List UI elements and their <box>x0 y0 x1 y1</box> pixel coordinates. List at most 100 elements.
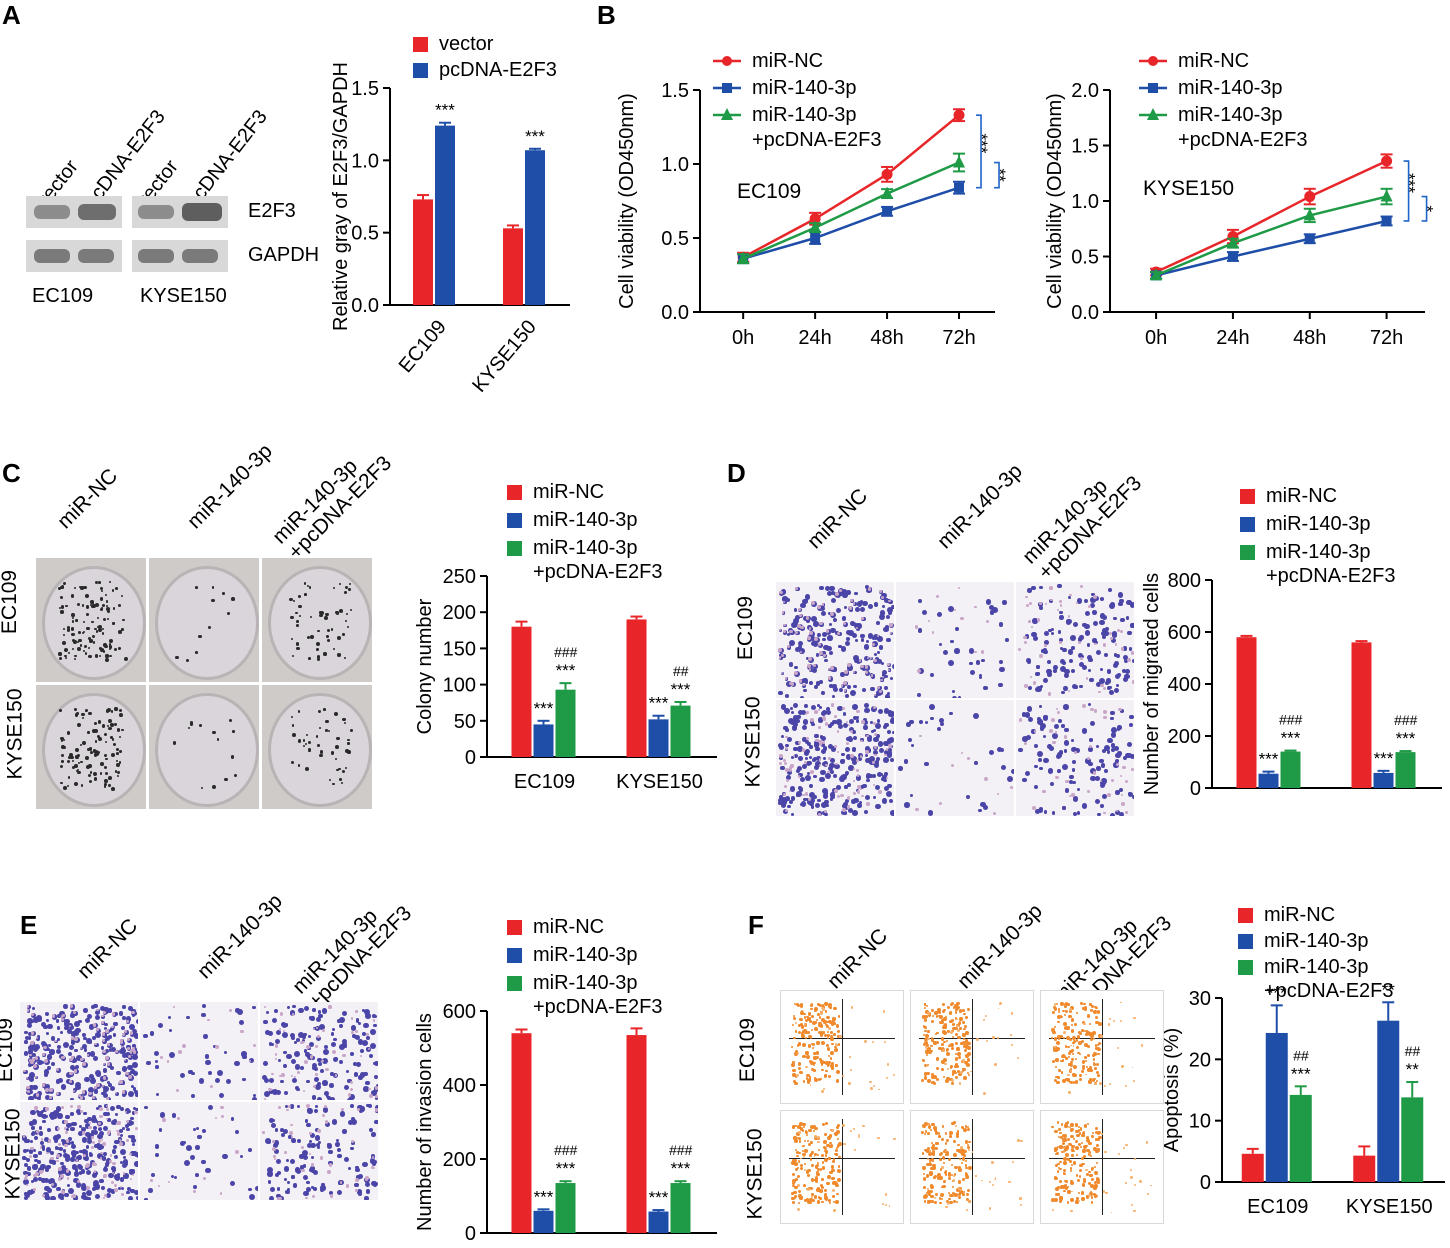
col-label: miR-140-3p +pcDNA-E2F3 <box>268 437 396 564</box>
data-point <box>953 155 966 168</box>
series-line <box>1155 219 1387 277</box>
bar <box>1351 642 1372 788</box>
row-label: KYSE150 <box>742 696 766 787</box>
micrograph <box>910 990 1034 1104</box>
micrograph <box>780 1110 904 1224</box>
significance-label: * <box>1418 205 1437 212</box>
x-tick-label: 72h <box>942 327 975 349</box>
panel-label-d: D <box>727 458 746 489</box>
legend-marker <box>1148 56 1158 66</box>
y-tick-label: 400 <box>1168 674 1201 696</box>
y-tick-label: 1.5 <box>1071 136 1099 158</box>
y-tick-label: 100 <box>443 675 476 697</box>
panel-label-a: A <box>2 0 21 31</box>
legend-label: miR-NC <box>1266 485 1337 507</box>
x-tick-label: KYSE150 <box>1346 1196 1433 1218</box>
data-point <box>810 233 821 243</box>
bar <box>555 689 576 757</box>
data-point <box>1381 155 1393 167</box>
legend-swatch <box>413 63 428 78</box>
legend-swatch <box>1238 960 1253 975</box>
micrograph <box>776 582 894 698</box>
legend-label: miR-NC <box>1178 50 1249 72</box>
migration-image-grid: miR-NC miR-140-3p miR-140-3p +pcDNA-E2F3… <box>734 430 1146 816</box>
significance-label-hash: ### <box>1394 712 1418 728</box>
y-tick-label: 150 <box>443 638 476 660</box>
legend-swatch <box>507 541 522 556</box>
row-label: KYSE150 <box>744 1128 768 1219</box>
y-tick-label: 0.0 <box>351 295 379 317</box>
data-point <box>1304 233 1315 244</box>
data-point <box>809 220 822 233</box>
x-tick-label: 48h <box>870 327 903 349</box>
band-label-e2f3: E2F3 <box>248 200 296 223</box>
micrograph <box>262 685 372 809</box>
micrograph <box>36 685 146 809</box>
legend-label: miR-140-3p <box>1264 930 1368 952</box>
y-tick-label: 30 <box>1189 988 1211 1010</box>
y-axis-label: Cell viability (OD450nm) <box>1044 93 1066 309</box>
legend-marker <box>1147 108 1159 120</box>
y-tick-label: 1.0 <box>661 154 689 176</box>
blot-e2f3-right <box>132 196 228 228</box>
col-label: miR-140-3p <box>183 439 278 534</box>
micrograph <box>776 700 894 816</box>
micrograph <box>260 1102 378 1200</box>
y-tick-label: 1.0 <box>1071 191 1099 213</box>
micrograph <box>1016 700 1134 816</box>
bar <box>626 1035 647 1233</box>
col-label: miR-140-3p +pcDNA-E2F3 <box>1018 457 1146 584</box>
bar <box>1395 752 1416 788</box>
legend-swatch <box>1238 934 1253 949</box>
data-point <box>881 168 893 180</box>
bar <box>1401 1097 1424 1182</box>
x-tick-label: 24h <box>798 327 831 349</box>
legend-swatch <box>507 948 522 963</box>
significance-label: *** <box>671 680 691 699</box>
col-label: miR-NC <box>73 914 143 984</box>
bar <box>1377 1020 1400 1182</box>
bar <box>670 705 691 757</box>
y-tick-label: 200 <box>443 602 476 624</box>
legend-marker <box>722 56 732 66</box>
y-tick-label: 250 <box>443 566 476 588</box>
x-tick-label: KYSE150 <box>468 316 541 397</box>
y-tick-label: 0.5 <box>661 228 689 250</box>
significance-label-hash: ## <box>1293 1047 1309 1063</box>
legend-swatch <box>507 976 522 991</box>
legend-label: miR-NC <box>533 481 604 503</box>
legend-marker <box>1148 83 1158 93</box>
micrograph <box>149 685 259 809</box>
significance-label: *** <box>534 1187 554 1206</box>
bar <box>1241 1153 1264 1182</box>
significance-label: *** <box>1281 729 1301 748</box>
significance-label: *** <box>972 133 991 153</box>
bar <box>511 1033 532 1233</box>
data-point <box>737 251 750 264</box>
legend-label: miR-140-3p <box>752 77 856 99</box>
legend-label: miR-140-3p +pcDNA-E2F3 <box>1264 956 1394 1002</box>
invasion-image-grid: miR-NC miR-140-3p miR-140-3p +pcDNA-E2F3… <box>0 880 416 1248</box>
legend-swatch <box>507 920 522 935</box>
bar <box>1373 772 1394 788</box>
significance-label-hash: ## <box>673 663 689 679</box>
y-axis-label: Apoptosis (%) <box>1161 1028 1183 1153</box>
y-axis-label: Number of migrated cells <box>1141 573 1163 795</box>
micrograph <box>896 582 1014 698</box>
x-tick-label: EC109 <box>514 771 575 793</box>
y-tick-label: 0.5 <box>351 223 379 245</box>
legend-marker <box>721 108 733 120</box>
significance-label-hash: ### <box>554 644 578 660</box>
micrograph <box>780 990 904 1104</box>
legend-label: miR-140-3p +pcDNA-E2F3 <box>533 537 663 583</box>
data-point <box>809 213 821 225</box>
col-label: miR-140-3p <box>953 899 1048 994</box>
blot-e2f3-left <box>26 196 122 228</box>
panel-label-c: C <box>2 458 21 489</box>
significance-label-hash: ### <box>1279 712 1303 728</box>
significance-label-hash: ### <box>554 1142 578 1158</box>
y-tick-label: 400 <box>443 1075 476 1097</box>
y-tick-label: 0 <box>465 1223 476 1245</box>
chart-b-kyse150: 0.0 0.5 1.0 1.5 2.0 0h 24h 48h 72h Cell viability… <box>1044 50 1437 349</box>
